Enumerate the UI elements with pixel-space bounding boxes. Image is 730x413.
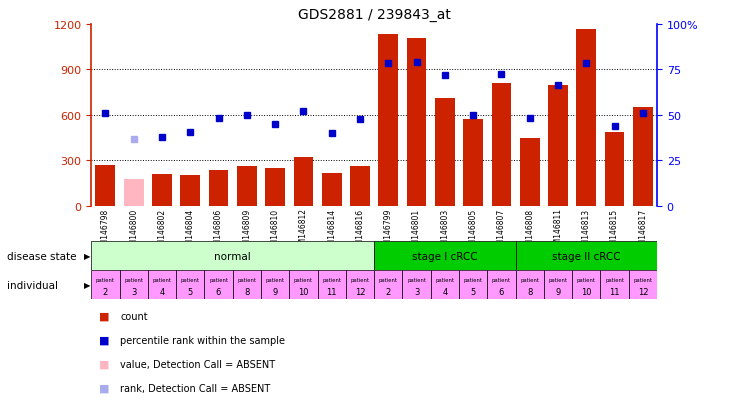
Text: 6: 6 — [499, 288, 504, 297]
Bar — [520, 138, 539, 206]
Text: 2: 2 — [385, 288, 391, 297]
Bar — [350, 166, 370, 206]
Bar — [233, 271, 261, 299]
Bar — [491, 84, 511, 206]
Text: 4: 4 — [159, 288, 164, 297]
Text: ■: ■ — [99, 335, 109, 345]
Bar — [407, 38, 426, 206]
Text: 2: 2 — [103, 288, 108, 297]
Text: 9: 9 — [556, 288, 561, 297]
Text: 4: 4 — [442, 288, 447, 297]
Text: patient: patient — [124, 277, 143, 282]
Bar — [180, 176, 200, 206]
Bar — [378, 36, 398, 207]
Bar — [515, 271, 544, 299]
Text: patient: patient — [379, 277, 398, 282]
Text: patient: patient — [350, 277, 369, 282]
Text: 8: 8 — [527, 288, 532, 297]
Bar — [209, 171, 228, 206]
Text: 10: 10 — [298, 288, 309, 297]
Text: patient: patient — [577, 277, 596, 282]
Bar — [464, 120, 483, 206]
Text: rank, Detection Call = ABSENT: rank, Detection Call = ABSENT — [120, 383, 271, 393]
Text: 12: 12 — [637, 288, 648, 297]
Bar — [548, 85, 568, 206]
Bar — [346, 271, 374, 299]
Bar — [261, 271, 289, 299]
Bar — [265, 169, 285, 206]
Bar — [96, 166, 115, 206]
Title: GDS2881 / 239843_at: GDS2881 / 239843_at — [298, 8, 450, 22]
Bar — [318, 271, 346, 299]
Text: patient: patient — [153, 277, 172, 282]
Bar — [204, 271, 233, 299]
Text: 9: 9 — [272, 288, 277, 297]
Text: stage II cRCC: stage II cRCC — [552, 251, 620, 261]
Text: patient: patient — [294, 277, 313, 282]
Text: patient: patient — [266, 277, 285, 282]
Bar — [431, 271, 459, 299]
Bar — [633, 108, 653, 206]
Text: patient: patient — [96, 277, 115, 282]
Text: patient: patient — [237, 277, 256, 282]
Text: patient: patient — [407, 277, 426, 282]
Bar — [402, 271, 431, 299]
Text: patient: patient — [520, 277, 539, 282]
Text: patient: patient — [435, 277, 454, 282]
Text: 11: 11 — [326, 288, 337, 297]
Text: ▶: ▶ — [84, 280, 91, 290]
Text: count: count — [120, 311, 148, 321]
Text: percentile rank within the sample: percentile rank within the sample — [120, 335, 285, 345]
Bar — [488, 271, 515, 299]
Bar — [176, 271, 204, 299]
Text: 12: 12 — [355, 288, 365, 297]
Bar — [374, 242, 515, 271]
Text: 3: 3 — [414, 288, 419, 297]
Bar — [147, 271, 176, 299]
Bar — [544, 271, 572, 299]
Text: stage I cRCC: stage I cRCC — [412, 251, 477, 261]
Text: 5: 5 — [188, 288, 193, 297]
Text: patient: patient — [492, 277, 511, 282]
Bar — [629, 271, 657, 299]
Bar — [120, 271, 147, 299]
Text: ▶: ▶ — [84, 252, 91, 261]
Text: 5: 5 — [471, 288, 476, 297]
Bar — [459, 271, 488, 299]
Bar — [374, 271, 402, 299]
Text: disease state: disease state — [7, 251, 77, 261]
Text: 8: 8 — [244, 288, 250, 297]
Text: patient: patient — [605, 277, 624, 282]
Text: 11: 11 — [610, 288, 620, 297]
Bar — [515, 242, 657, 271]
Text: value, Detection Call = ABSENT: value, Detection Call = ABSENT — [120, 359, 276, 369]
Text: patient: patient — [548, 277, 567, 282]
Text: ■: ■ — [99, 359, 109, 369]
Bar — [577, 30, 596, 206]
Bar — [237, 166, 257, 206]
Bar — [293, 158, 313, 206]
Text: patient: patient — [209, 277, 228, 282]
Bar — [91, 271, 120, 299]
Bar — [289, 271, 318, 299]
Text: 3: 3 — [131, 288, 137, 297]
Text: patient: patient — [181, 277, 200, 282]
Bar — [124, 180, 144, 206]
Text: normal: normal — [215, 251, 251, 261]
Bar — [600, 271, 629, 299]
Text: patient: patient — [634, 277, 653, 282]
Bar — [91, 242, 374, 271]
Bar — [604, 132, 624, 206]
Text: ■: ■ — [99, 383, 109, 393]
Bar — [435, 99, 455, 206]
Bar — [572, 271, 601, 299]
Text: individual: individual — [7, 280, 58, 290]
Text: 10: 10 — [581, 288, 591, 297]
Text: 6: 6 — [216, 288, 221, 297]
Text: patient: patient — [464, 277, 483, 282]
Text: ■: ■ — [99, 311, 109, 321]
Text: patient: patient — [322, 277, 341, 282]
Bar — [152, 175, 172, 206]
Bar — [322, 174, 342, 206]
